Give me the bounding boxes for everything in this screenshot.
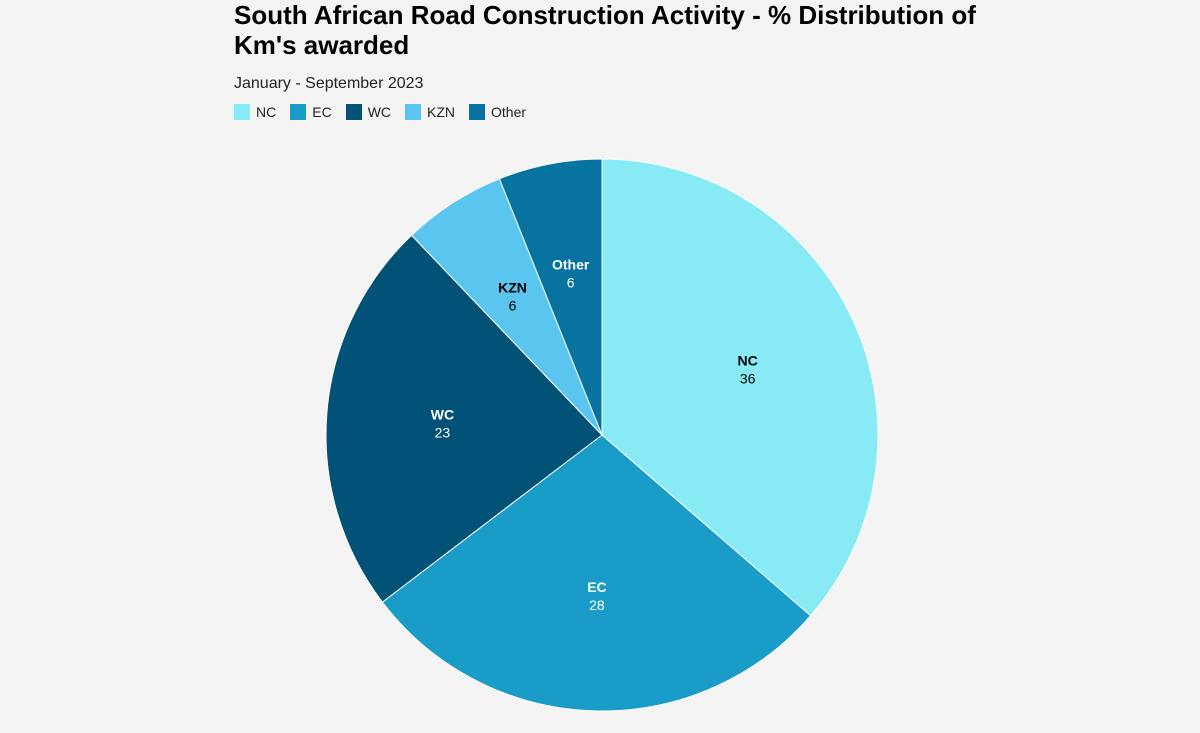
- chart-title: South African Road Construction Activity…: [234, 0, 976, 60]
- legend-swatch: [345, 104, 362, 120]
- slice-label-ec: EC 28: [587, 579, 606, 613]
- slice-value: 6: [509, 298, 517, 314]
- legend-label: WC: [367, 104, 392, 120]
- pie-slice-ec: [381, 434, 812, 712]
- chart-subtitle: January - September 2023: [234, 75, 424, 92]
- slice-value: 36: [740, 371, 756, 387]
- pie-slice-nc: [601, 158, 879, 617]
- legend-swatch: [405, 104, 422, 120]
- legend-item-other: Other: [469, 104, 526, 120]
- legend-swatch: [234, 104, 250, 120]
- slice-value: 23: [435, 424, 451, 440]
- slice-name: NC: [737, 353, 757, 369]
- legend-label: EC: [312, 104, 332, 120]
- slice-value: 28: [589, 597, 605, 613]
- slice-name: Other: [552, 256, 590, 272]
- slice-name: WC: [431, 406, 454, 422]
- slice-label-wc: WC 23: [431, 406, 454, 440]
- legend-item-nc: NC: [234, 104, 276, 120]
- legend-label: Other: [491, 104, 527, 120]
- chart-header: South African Road Construction Activity…: [234, 0, 994, 120]
- legend-label: KZN: [427, 104, 456, 120]
- legend-item-wc: WC: [345, 104, 392, 120]
- pie-slice-wc: [325, 234, 603, 603]
- legend-swatch: [469, 104, 486, 120]
- slice-name: KZN: [498, 280, 527, 296]
- slice-name: EC: [587, 579, 606, 595]
- slice-label-nc: NC 36: [737, 353, 757, 387]
- slice-label-kzn: KZN 6: [498, 280, 527, 314]
- chart-legend: NC EC WC KZN Other: [234, 104, 994, 120]
- legend-label: NC: [256, 104, 277, 120]
- slice-label-other: Other 6: [552, 256, 590, 290]
- legend-swatch: [290, 104, 307, 120]
- legend-item-kzn: KZN: [405, 104, 455, 120]
- legend-item-ec: EC: [290, 104, 332, 120]
- pie-slice-other: [498, 158, 603, 436]
- slice-value: 6: [567, 274, 575, 290]
